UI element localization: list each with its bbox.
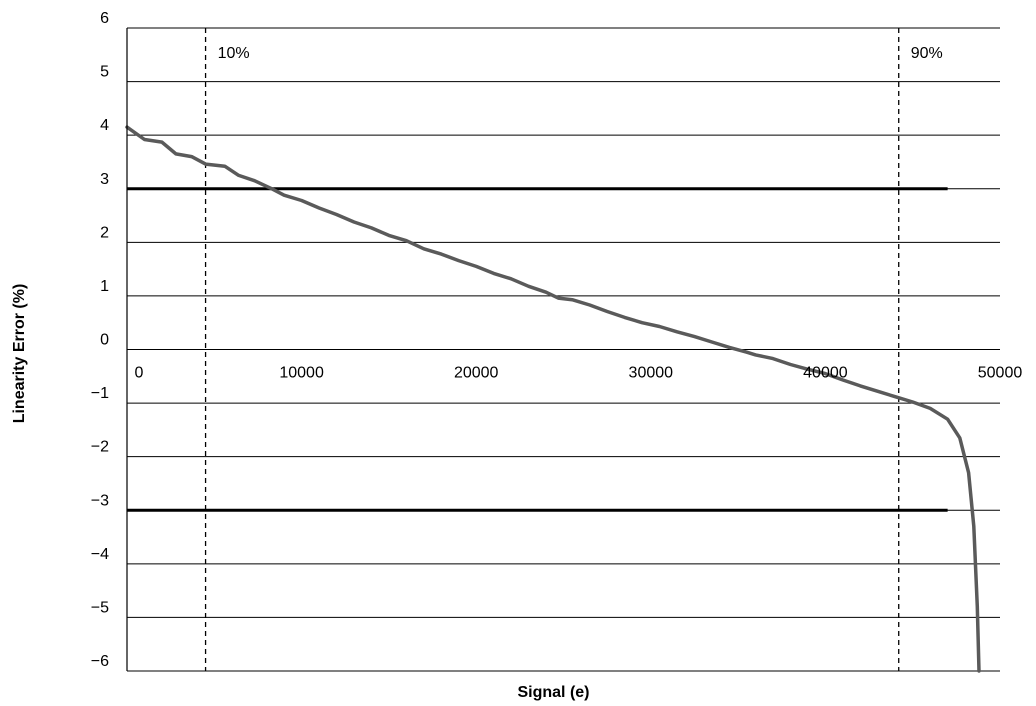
x-tick-label-10000: 10000: [279, 365, 324, 382]
y-tick-labels: −6 −5 −4 −3 −2 −1 0 1 2 3 4 5 6: [91, 10, 109, 670]
marker-label-90pct: 90%: [911, 45, 943, 62]
reference-line-labels: 10% 90%: [218, 45, 943, 62]
grid-lines: [127, 27, 1000, 672]
x-tick-label-40000: 40000: [803, 365, 848, 382]
marker-label-10pct: 10%: [218, 45, 250, 62]
y-tick-label-2: 2: [100, 224, 109, 241]
y-tick-label-neg5: −5: [91, 599, 109, 616]
y-axis-title: Linearity Error (%): [11, 284, 28, 424]
x-tick-label-20000: 20000: [454, 365, 499, 382]
y-tick-label-5: 5: [100, 64, 109, 81]
x-axis-title: Signal (e): [517, 684, 589, 701]
y-tick-label-neg3: −3: [91, 492, 109, 509]
x-tick-label-30000: 30000: [629, 365, 674, 382]
y-tick-label-4: 4: [100, 117, 109, 134]
y-tick-label-0: 0: [100, 332, 109, 349]
y-tick-label-1: 1: [100, 278, 109, 295]
series-line-0: [125, 125, 981, 673]
y-tick-label-6: 6: [100, 10, 109, 27]
x-tick-label-50000: 50000: [978, 365, 1023, 382]
x-tick-labels: 0 10000 20000 30000 40000 50000: [135, 365, 1023, 382]
reference-lines: [127, 28, 948, 671]
y-tick-label-neg1: −1: [91, 385, 109, 402]
x-tick-label-0: 0: [135, 365, 144, 382]
y-tick-label-3: 3: [100, 171, 109, 188]
y-tick-label-neg6: −6: [91, 653, 109, 670]
y-tick-label-neg4: −4: [91, 546, 109, 563]
y-tick-label-neg2: −2: [91, 439, 109, 456]
series-group: [125, 125, 981, 673]
